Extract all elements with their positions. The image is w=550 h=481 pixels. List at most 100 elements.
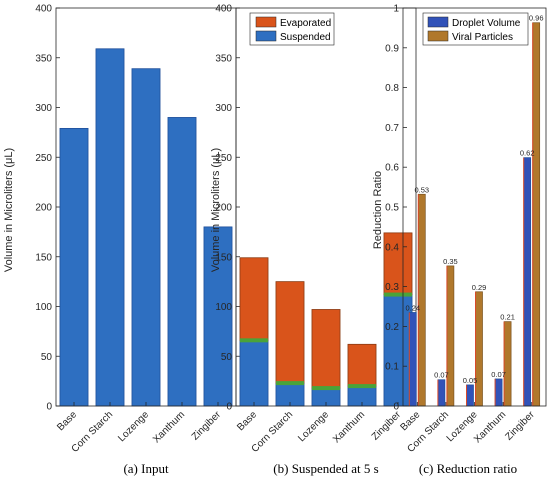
panel-reduction-y-ticks: 0 0.1 0.2 0.3 0.4 0.5 0.6 0.7 0.8 0.9 1	[385, 4, 407, 413]
bar-viral-particles-base	[417, 193, 426, 407]
legend-swatch-viral-particles	[427, 30, 449, 42]
y-tick-label: 0.4	[385, 242, 399, 253]
bar-droplet-volume-xanthum	[494, 378, 503, 407]
y-tick-label: 1	[393, 4, 399, 15]
x-tick-label: Xanthum	[472, 409, 508, 445]
x-tick-label: Xanthum	[331, 409, 367, 445]
data-label: 0.07	[434, 371, 449, 380]
panel-reduction-bars	[408, 22, 541, 407]
bar-boundary-lozenge	[311, 386, 341, 391]
panel-suspended: 0 50 100 150 200 250 300 350 400 Volume in Micro…	[210, 4, 417, 476]
bar-evaporated-zingiber	[383, 232, 413, 295]
bar-xanthum	[167, 117, 197, 407]
y-tick-label: 350	[35, 53, 52, 64]
legend-label-suspended: Suspended	[280, 32, 331, 43]
data-label: 0.24	[405, 303, 420, 312]
bar-evaporated-corn-starch	[275, 281, 305, 384]
x-tick-label: Zingiber	[503, 409, 537, 443]
y-tick-label: 150	[215, 252, 232, 263]
panel-reduction-data-labels: 0.24 0.53 0.07 0.35 0.05 0.29 0.07 0.21 0.62 0.96	[405, 14, 543, 385]
x-tick-label: Xanthum	[151, 409, 187, 445]
y-tick-label: 0.7	[385, 123, 399, 134]
y-tick-label: 0	[226, 402, 232, 413]
bar-suspended-base	[239, 339, 269, 407]
y-tick-label: 50	[41, 352, 53, 363]
legend-swatch-droplet-volume	[427, 16, 449, 28]
data-label: 0.21	[500, 313, 515, 322]
y-tick-label: 150	[35, 252, 52, 263]
y-tick-label: 300	[215, 103, 232, 114]
bar-droplet-volume-base	[408, 312, 417, 407]
y-tick-label: 100	[215, 302, 232, 313]
data-label: 0.05	[463, 376, 478, 385]
data-label: 0.07	[491, 370, 506, 379]
bar-base	[59, 127, 89, 407]
y-tick-label: 0.2	[385, 322, 399, 333]
y-tick-label: 0.1	[385, 362, 399, 373]
bar-zingiber	[203, 226, 233, 407]
legend-label-viral-particles: Viral Particles	[452, 32, 513, 43]
y-tick-label: 0	[393, 402, 399, 413]
bar-evaporated-xanthum	[347, 343, 377, 387]
bar-boundary-zingiber	[383, 292, 413, 297]
y-tick-label: 200	[215, 203, 232, 214]
panel-input-bars	[59, 48, 233, 407]
bar-corn-starch	[95, 48, 125, 407]
panel-suspended-legend: Evaporated Suspended	[249, 12, 335, 46]
panel-suspended-bars	[239, 232, 413, 407]
y-tick-label: 0.5	[385, 203, 399, 214]
y-tick-label: 400	[215, 4, 232, 15]
bar-lozenge	[131, 68, 161, 407]
data-label: 0.53	[414, 185, 429, 194]
bar-boundary-corn-starch	[275, 381, 305, 386]
bar-droplet-volume-corn-starch	[437, 379, 446, 407]
x-tick-label: Base	[399, 409, 423, 433]
bar-viral-particles-xanthum	[503, 321, 512, 407]
panel-input-caption: (a) Input	[123, 461, 169, 476]
bar-boundary-base	[239, 338, 269, 343]
y-tick-label: 300	[35, 103, 52, 114]
bar-evaporated-base	[239, 257, 269, 341]
y-tick-label: 100	[35, 302, 52, 313]
panel-suspended-caption: (b) Suspended at 5 s	[273, 461, 378, 476]
panel-suspended-y-ticks: 0 50 100 150 200 250 300 350 400	[215, 4, 240, 413]
x-tick-label: Base	[55, 409, 79, 433]
data-label: 0.35	[443, 257, 458, 266]
panel-suspended-y-label: Volume in Microliters (μL)	[210, 148, 222, 272]
legend-label-evaporated: Evaporated	[280, 18, 331, 29]
bar-evaporated-lozenge	[311, 309, 341, 389]
data-label: 0.62	[520, 149, 535, 158]
y-tick-label: 250	[215, 153, 232, 164]
panel-input: 0 50 100 150 200 250 300 350 400 Volume in Micro…	[3, 4, 237, 476]
y-tick-label: 200	[35, 203, 52, 214]
panel-reduction-legend: Droplet Volume Viral Particles	[422, 12, 529, 46]
y-tick-label: 50	[221, 352, 233, 363]
panel-input-y-ticks: 0 50 100 150 200 250 300 350 400	[35, 4, 60, 413]
data-label: 0.29	[472, 283, 487, 292]
y-tick-label: 0	[46, 402, 52, 413]
x-tick-label: Base	[235, 409, 259, 433]
y-tick-label: 0.6	[385, 163, 399, 174]
bar-droplet-volume-zingiber	[523, 157, 532, 407]
y-tick-label: 0.3	[385, 282, 399, 293]
bar-viral-particles-corn-starch	[446, 265, 455, 407]
bar-boundary-xanthum	[347, 384, 377, 389]
bar-viral-particles-lozenge	[475, 291, 483, 407]
data-label: 0.96	[529, 14, 544, 23]
y-tick-label: 350	[215, 53, 232, 64]
y-tick-label: 0.8	[385, 83, 399, 94]
x-tick-label: Zingiber	[190, 409, 224, 443]
panel-reduction-y-label: Reduction Ratio	[372, 171, 384, 249]
panel-input-y-label: Volume in Microliters (μL)	[3, 148, 15, 272]
legend-swatch-evaporated	[255, 16, 277, 28]
panel-reduction-caption: (c) Reduction ratio	[419, 461, 517, 476]
legend-swatch-suspended	[255, 30, 277, 42]
x-tick-label: Lozenge	[296, 409, 331, 444]
y-tick-label: 0.9	[385, 43, 399, 54]
bar-droplet-volume-lozenge	[466, 384, 474, 407]
x-tick-label: Lozenge	[116, 409, 151, 444]
